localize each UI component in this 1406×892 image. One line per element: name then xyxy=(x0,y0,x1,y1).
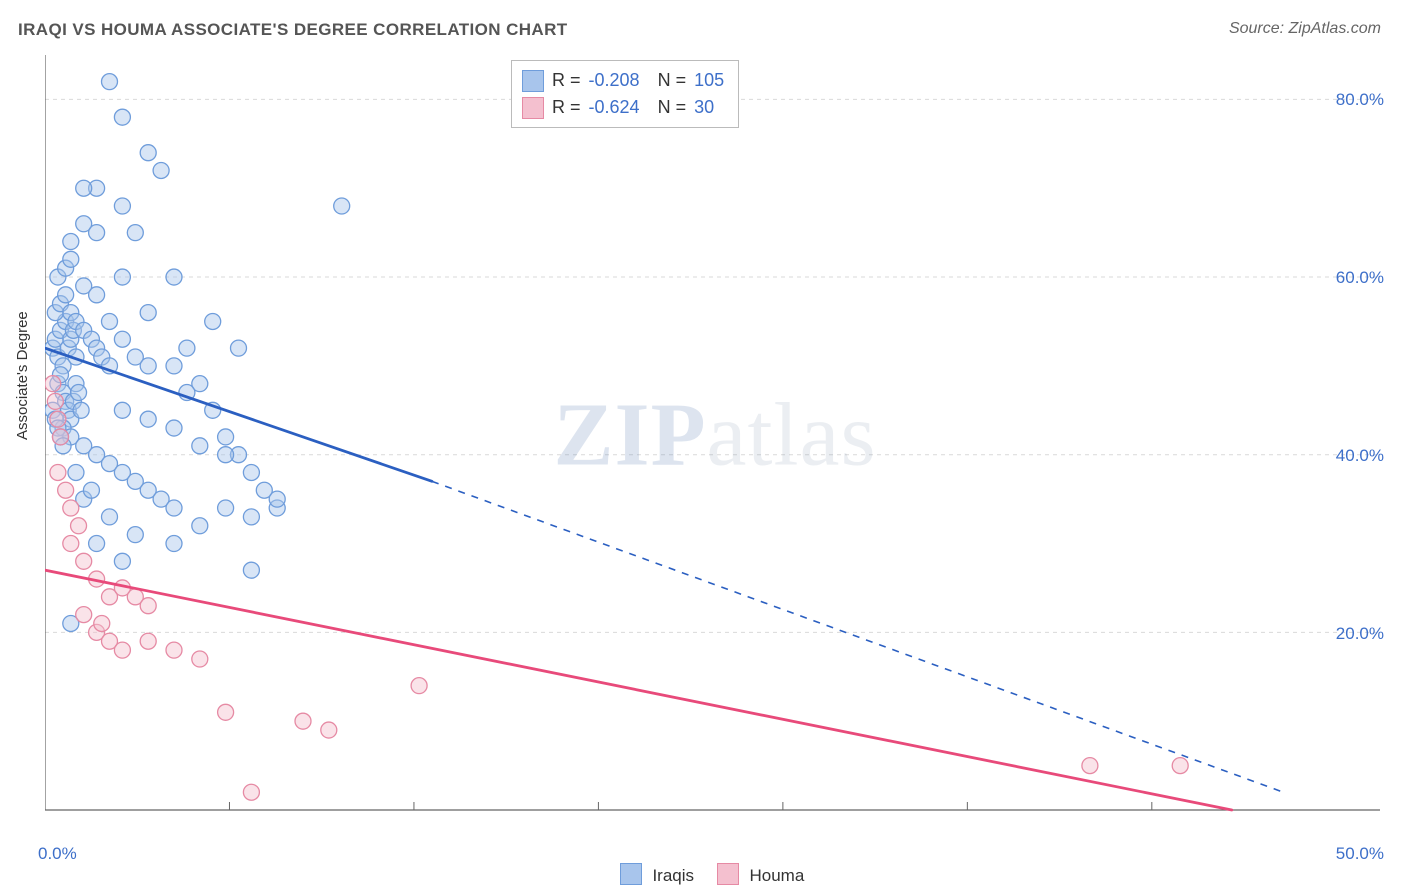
n-label: N = xyxy=(648,67,687,94)
legend-swatch-houma xyxy=(717,863,739,885)
r-value-houma: -0.624 xyxy=(589,94,640,121)
swatch-iraqis xyxy=(522,70,544,92)
plot-area: ZIPatlas xyxy=(45,55,1385,825)
y-axis-label: Associate's Degree xyxy=(14,311,31,440)
ytick-40: 40.0% xyxy=(1336,446,1384,466)
ytick-60: 60.0% xyxy=(1336,268,1384,288)
chart-title: IRAQI VS HOUMA ASSOCIATE'S DEGREE CORREL… xyxy=(18,20,568,40)
n-value-iraqis: 105 xyxy=(694,67,724,94)
legend-swatch-iraqis xyxy=(620,863,642,885)
xtick-50: 50.0% xyxy=(1336,844,1384,864)
r-label: R = xyxy=(552,94,581,121)
correlation-info-box: R = -0.208 N = 105 R = -0.624 N = 30 xyxy=(511,60,739,128)
n-value-houma: 30 xyxy=(694,94,714,121)
scatter-chart-svg xyxy=(45,55,1385,825)
source-attribution: Source: ZipAtlas.com xyxy=(1229,20,1381,38)
legend-label-houma: Houma xyxy=(749,866,804,885)
ytick-80: 80.0% xyxy=(1336,90,1384,110)
legend-label-iraqis: Iraqis xyxy=(652,866,694,885)
info-row-houma: R = -0.624 N = 30 xyxy=(522,94,724,121)
legend: Iraqis Houma xyxy=(0,863,1406,886)
ytick-20: 20.0% xyxy=(1336,624,1384,644)
r-label: R = xyxy=(552,67,581,94)
xtick-0: 0.0% xyxy=(38,844,77,864)
info-row-iraqis: R = -0.208 N = 105 xyxy=(522,67,724,94)
n-label: N = xyxy=(648,94,687,121)
r-value-iraqis: -0.208 xyxy=(589,67,640,94)
swatch-houma xyxy=(522,97,544,119)
